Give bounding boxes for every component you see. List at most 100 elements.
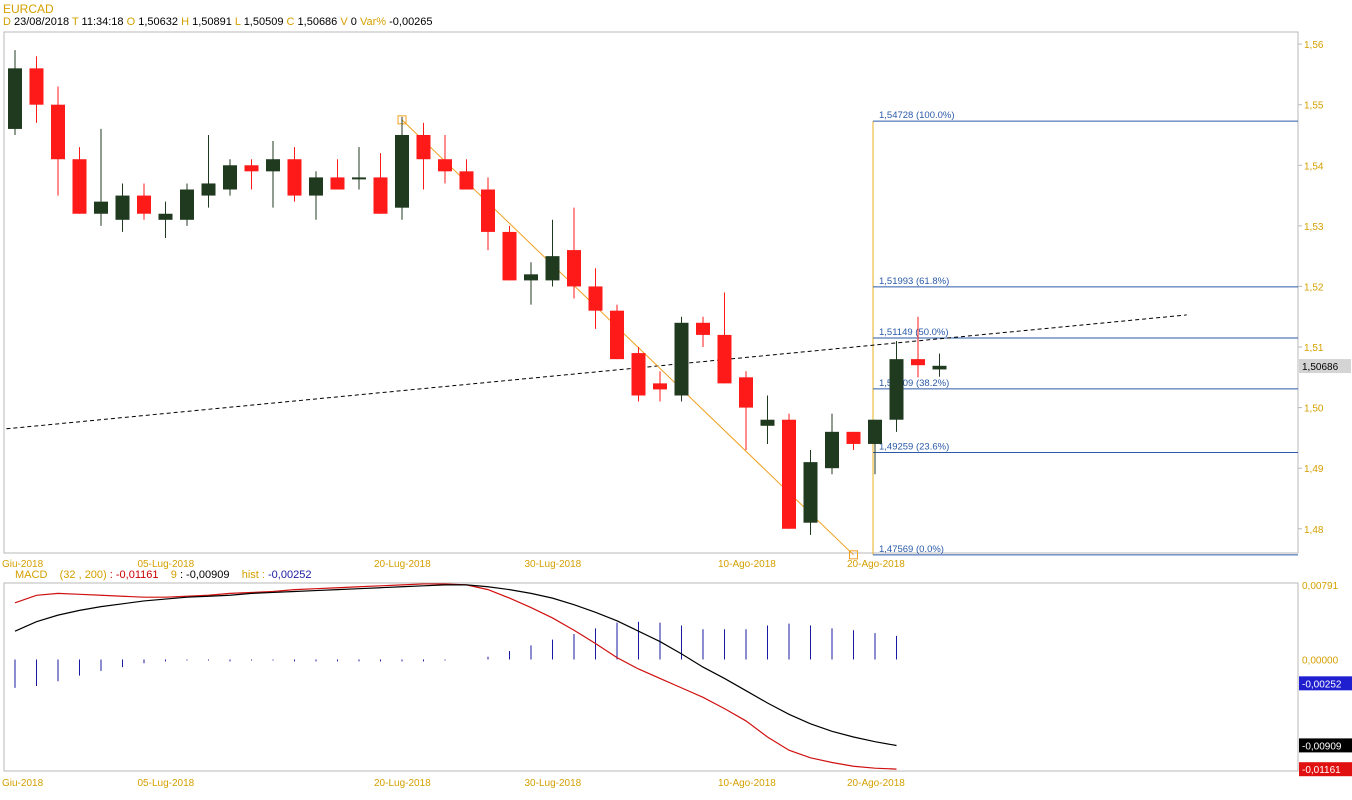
candle-body bbox=[29, 68, 44, 105]
close-label: C bbox=[286, 16, 295, 28]
low-label: L bbox=[234, 16, 241, 28]
symbol-title: EURCAD bbox=[3, 2, 54, 16]
candle-body bbox=[631, 353, 646, 396]
candle-body bbox=[932, 365, 947, 370]
macd-value-tag bbox=[1299, 676, 1352, 691]
candle-body bbox=[760, 419, 775, 426]
candle-body bbox=[567, 250, 581, 287]
x-tick-label: 20-Ago-2018 bbox=[847, 559, 905, 570]
y-tick-label: 1,56 bbox=[1304, 40, 1324, 51]
x-tick-label: 20-Lug-2018 bbox=[374, 559, 431, 570]
candle-body bbox=[180, 189, 194, 220]
macd-x-tick-label: 10-Ago-2018 bbox=[718, 778, 776, 789]
macd-y-tick-label: 0,00791 bbox=[1302, 581, 1339, 592]
price-chart[interactable]: 1,56 1,55 1,54 1,53 1,52 1,51 1,50 1,49 1,48 1,54… bbox=[0, 0, 1352, 575]
high-label: H bbox=[181, 16, 190, 28]
candle-body bbox=[653, 383, 667, 390]
candle-body bbox=[825, 431, 839, 469]
candle-body bbox=[481, 189, 495, 232]
candle-body bbox=[309, 177, 323, 196]
signal-value: : -0,00909 bbox=[179, 569, 230, 581]
var-pct-label: Var% bbox=[359, 16, 387, 28]
var-pct-value: -0,00265 bbox=[389, 16, 433, 28]
time-value: 11:34:18 bbox=[81, 16, 124, 28]
last-price-text: 1,50686 bbox=[1302, 362, 1339, 373]
candle-body bbox=[889, 359, 904, 420]
candle-body bbox=[717, 334, 732, 384]
macd-x-tick-label: 05-Lug-2018 bbox=[138, 778, 195, 789]
candle-body bbox=[674, 322, 689, 396]
macd-chart[interactable]: 0,00791 0,00000 -0,00252 -0,00909 -0,01161 Gi… bbox=[0, 575, 1352, 800]
candle-body bbox=[502, 231, 517, 281]
fib-level-label: 1,51149 (50.0%) bbox=[879, 327, 949, 338]
macd-value-text: -0,00909 bbox=[1302, 741, 1342, 752]
y-tick-label: 1,49 bbox=[1304, 464, 1324, 475]
macd-params: (32 , 200) bbox=[59, 569, 107, 581]
macd-plot-frame bbox=[3, 582, 1299, 772]
candle-body bbox=[803, 462, 818, 523]
date-value: 23/08/2018 bbox=[14, 16, 70, 28]
open-value: 1,50632 bbox=[138, 16, 178, 28]
candle-body bbox=[244, 165, 259, 172]
volume-value: 0 bbox=[350, 16, 357, 28]
candle-body bbox=[610, 310, 624, 360]
candle-body bbox=[846, 431, 861, 444]
macd-x-tick-label: 20-Ago-2018 bbox=[847, 778, 905, 789]
candle-body bbox=[352, 177, 366, 180]
candle-body bbox=[373, 177, 388, 214]
y-tick-label: 1,48 bbox=[1304, 525, 1324, 536]
ohlc-readout: D 23/08/2018 T 11:34:18 O 1,50632 H 1,50… bbox=[3, 16, 433, 28]
hist-label: hist : bbox=[241, 569, 265, 581]
candle-body bbox=[115, 195, 130, 220]
y-tick-label: 1,55 bbox=[1304, 101, 1324, 112]
macd-x-tick-label: 20-Lug-2018 bbox=[374, 778, 431, 789]
candle-body bbox=[287, 159, 302, 196]
candle-body bbox=[696, 322, 710, 335]
x-tick-label: 05-Lug-2018 bbox=[138, 559, 195, 570]
candle-body bbox=[416, 134, 431, 160]
candle-body bbox=[72, 159, 87, 214]
candle-body bbox=[51, 104, 65, 160]
candle-body bbox=[545, 256, 560, 281]
candle-body bbox=[158, 213, 173, 220]
y-tick-label: 1,54 bbox=[1304, 161, 1324, 172]
time-label: T bbox=[71, 16, 79, 28]
candle-body bbox=[459, 171, 474, 190]
macd-black-line bbox=[14, 584, 897, 747]
low-value: 1,50509 bbox=[243, 16, 284, 28]
date-label: D bbox=[3, 16, 11, 28]
open-label: O bbox=[126, 16, 136, 28]
candle-body bbox=[266, 159, 280, 172]
fib-level-label: 1,49259 (23.6%) bbox=[879, 441, 949, 452]
fib-level-label: 1,54728 (100.0%) bbox=[879, 110, 955, 121]
dashed-trend-line bbox=[6, 314, 1187, 430]
macd-readout: MACD (32 , 200) : -0,01161 9 : -0,00909 … bbox=[15, 569, 311, 581]
y-tick-label: 1,51 bbox=[1304, 343, 1324, 354]
macd-title: MACD bbox=[15, 569, 48, 581]
fib-level-label: 1,47569 (0.0%) bbox=[879, 544, 944, 555]
macd-x-tick-label: 30-Lug-2018 bbox=[525, 778, 582, 789]
trend-anchor bbox=[849, 550, 858, 560]
macd-value-text: -0,00252 bbox=[1302, 679, 1342, 690]
macd-x-tick-label: Giu-2018 bbox=[2, 778, 44, 789]
candle-body bbox=[588, 286, 603, 311]
y-tick-label: 1,52 bbox=[1304, 282, 1324, 293]
candle-body bbox=[782, 419, 796, 529]
macd-value: : -0,01161 bbox=[109, 569, 159, 581]
candle-body bbox=[911, 359, 925, 366]
candle-body bbox=[739, 377, 753, 408]
candle-body bbox=[94, 201, 108, 214]
x-tick-label: 30-Lug-2018 bbox=[525, 559, 582, 570]
candle-body bbox=[868, 419, 882, 444]
candle-body bbox=[201, 183, 216, 196]
candle-body bbox=[137, 195, 151, 214]
x-tick-label: 10-Ago-2018 bbox=[718, 559, 776, 570]
y-tick-label: 1,53 bbox=[1304, 222, 1324, 233]
signal-label: 9 bbox=[170, 569, 177, 581]
macd-value-tag bbox=[1299, 762, 1352, 777]
hist-value: -0,00252 bbox=[268, 569, 312, 581]
close-value: 1,50686 bbox=[297, 16, 338, 28]
high-value: 1,50891 bbox=[192, 16, 232, 28]
volume-label: V bbox=[340, 16, 348, 28]
x-tick-label: Giu-2018 bbox=[2, 559, 44, 570]
